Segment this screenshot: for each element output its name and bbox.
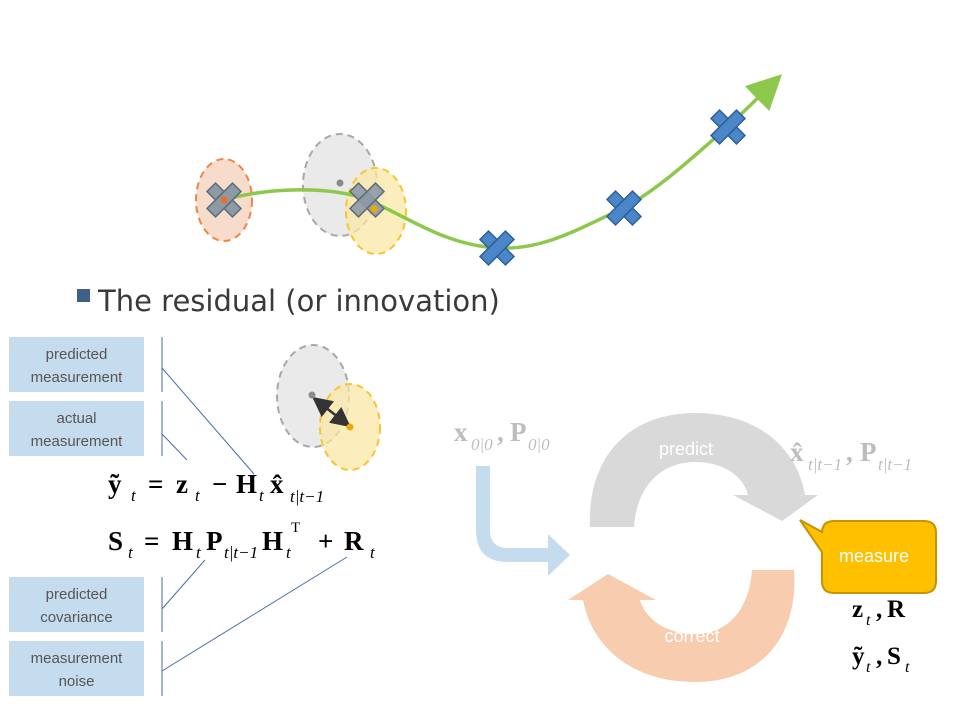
init-x-sub: 0|0 <box>471 435 493 454</box>
label-line-1: predicted <box>46 346 108 363</box>
label-line-1: actual <box>56 410 96 427</box>
eq1-lhs: ỹ <box>108 469 122 499</box>
init-P-sub: 0|0 <box>528 435 550 454</box>
label-line-2: covariance <box>40 609 113 626</box>
measurement-values: z t , R <box>852 596 906 629</box>
predict-label: predict <box>659 439 713 459</box>
measure-label: measure <box>839 546 909 566</box>
innov-S: S <box>887 643 901 670</box>
callout-leaders <box>161 337 348 696</box>
prior-comma: , <box>846 437 853 467</box>
prior-x-sub: t|t−1 <box>808 455 842 474</box>
correct-arrow <box>568 570 795 682</box>
eq2-P: P <box>206 526 223 556</box>
init-x: x <box>454 417 468 447</box>
eq2-lhs: S <box>108 526 123 556</box>
label-box-predicted-measurement: predicted measurement <box>9 337 144 392</box>
innov-comma: , <box>876 643 882 670</box>
initial-center-dot <box>220 196 228 204</box>
eq1-xhat-sub: t|t−1 <box>290 487 324 506</box>
predicted-center-dot <box>336 179 344 187</box>
eq2-H2-sub: t <box>286 543 292 562</box>
eq2-H2-sup: T <box>291 520 300 536</box>
correct-label: correct <box>664 626 719 646</box>
eq2-lhs-sub: t <box>128 543 134 562</box>
eq2-R: R <box>344 526 364 556</box>
meas-comma: , <box>876 596 882 623</box>
eq1-H: H <box>236 469 257 499</box>
innov-y-sub: t <box>866 659 871 676</box>
residual-equation: ỹ t = z t − H t x̂ t|t−1 <box>108 469 324 506</box>
meas-z: z <box>852 596 863 623</box>
eq2-H2: H <box>262 526 283 556</box>
measurement-dot-small <box>346 423 354 431</box>
bullet-heading: The residual (or innovation) <box>97 284 500 318</box>
prior-x: x̂ <box>790 437 804 467</box>
predicted-dot-small <box>308 391 316 399</box>
eq2-equals: = <box>144 526 159 556</box>
eq1-xhat: x̂ <box>270 469 284 499</box>
covariance-equation: S t = H t P t|t−1 H t T + R t <box>108 520 376 562</box>
predict-arrow <box>589 413 818 527</box>
bullet-square <box>77 289 90 302</box>
eq1-minus: − <box>212 469 227 499</box>
label-line-2: measurement <box>31 369 124 386</box>
label-box-actual-measurement: actual measurement <box>9 401 144 456</box>
init-P: P <box>510 417 527 447</box>
eq2-plus: + <box>318 526 333 556</box>
kalman-cycle: x 0|0 , P 0|0 predict correct x̂ t|t−1 ,… <box>454 413 937 682</box>
eq1-z-sub: t <box>195 486 201 505</box>
meas-R: R <box>887 596 906 623</box>
label-box-predicted-covariance: predicted covariance <box>9 577 144 632</box>
trajectory-illustration <box>195 74 783 267</box>
eq1-equals: = <box>148 469 163 499</box>
label-line-1: predicted <box>46 586 108 603</box>
prior-state-label: x̂ t|t−1 , P t|t−1 <box>790 437 912 474</box>
eq1-lhs-sub: t <box>131 486 137 505</box>
innovation-values: ỹ t , S t <box>852 643 910 676</box>
label-line-2: measurement <box>31 433 124 450</box>
x-marker-future-2 <box>605 189 643 227</box>
innov-y: ỹ <box>852 643 865 670</box>
label-box-measurement-noise: measurement noise <box>9 641 144 696</box>
init-entry-arrow <box>476 466 570 576</box>
measure-callout <box>799 519 937 594</box>
prior-P: P <box>860 437 877 467</box>
label-line-2: noise <box>59 673 95 690</box>
eq2-H: H <box>172 526 193 556</box>
meas-z-sub: t <box>866 612 871 629</box>
residual-illustration <box>276 344 381 471</box>
eq2-H-sub: t <box>196 543 202 562</box>
eq1-z: z <box>176 469 188 499</box>
eq2-R-sub: t <box>370 543 376 562</box>
label-line-1: measurement <box>31 650 124 667</box>
measurement-center-dot <box>370 205 378 213</box>
initial-state-label: x 0|0 , P 0|0 <box>454 417 550 454</box>
init-comma: , <box>497 417 504 447</box>
eq2-P-sub: t|t−1 <box>224 543 258 562</box>
residual-arrow <box>312 396 351 428</box>
x-marker-future-3 <box>709 108 747 146</box>
eq1-H-sub: t <box>259 486 265 505</box>
x-marker-future-1 <box>478 229 516 267</box>
prior-P-sub: t|t−1 <box>878 455 912 474</box>
innov-S-sub: t <box>905 659 910 676</box>
